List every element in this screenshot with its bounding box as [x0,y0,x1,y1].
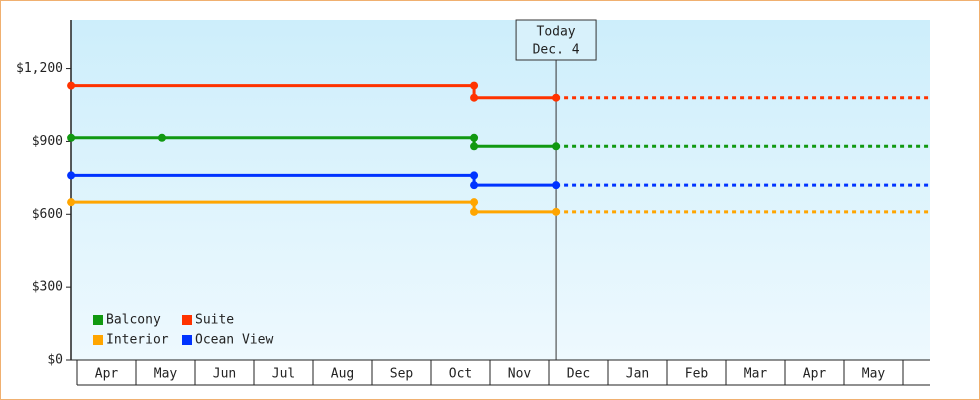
data-point [470,207,479,216]
data-point [470,142,479,151]
data-point [470,198,479,207]
y-tick-label: $600 [32,207,63,222]
data-point [470,81,479,90]
data-point [67,198,76,207]
x-tick-label: Jun [213,367,236,382]
x-tick-label: Nov [508,367,532,382]
series-line [71,84,557,100]
x-tick-label: Dec [567,367,590,382]
today-label: Today [537,25,576,40]
x-tick-label: May [154,367,178,382]
y-tick-label: $900 [32,134,63,149]
data-point [67,81,76,90]
data-point [157,133,166,142]
data-point [67,133,76,142]
data-point [470,133,479,142]
legend-label: Ocean View [195,333,273,348]
data-point [470,181,479,190]
y-tick-label: $300 [32,280,63,295]
y-tick-label: $0 [47,353,63,368]
x-tick-label: May [862,367,886,382]
today-box [515,19,597,61]
data-point [470,93,479,102]
x-tick-label: Apr [803,367,827,382]
legend-swatch [182,335,192,345]
data-point [67,171,76,180]
legend-swatch [93,335,103,345]
legend-swatch [182,315,192,325]
series-line [71,173,557,187]
today-label: Dec. 4 [533,43,580,58]
data-point [552,181,561,190]
legend-label: Interior [106,333,169,348]
x-tick-label: Apr [95,367,119,382]
legend-swatch [93,315,103,325]
legend-label: Suite [195,313,234,328]
x-tick-label: Mar [744,367,768,382]
legend-label: Balcony [106,313,161,328]
data-point [552,207,561,216]
y-tick-label: $1,200 [16,61,63,76]
data-point [470,171,479,180]
x-tick-label: Oct [449,367,472,382]
series-line [71,200,557,214]
x-tick-label: Feb [685,367,709,382]
x-tick-label: Aug [331,367,354,382]
plot-area [71,20,930,360]
x-tick-label: Jan [626,367,649,382]
x-tick-label: Jul [272,367,295,382]
data-point [552,93,561,102]
x-tick-label: Sep [390,367,414,382]
data-point [552,142,561,151]
